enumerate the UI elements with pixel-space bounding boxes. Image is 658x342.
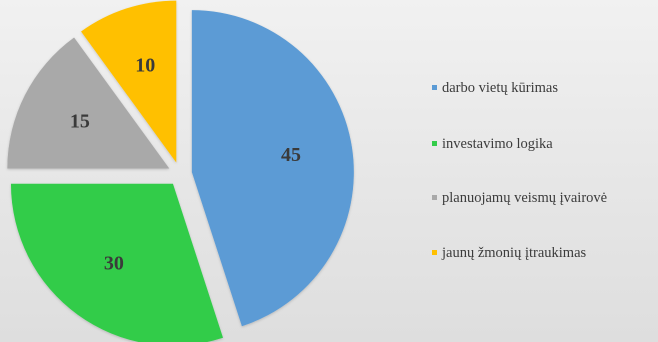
pie-slice-2 [7, 37, 170, 169]
legend-item-darbo-vietu-kurimas: darbo vietų kūrimas [432, 80, 558, 96]
legend-label: planuojamų veismų įvairovė [442, 190, 608, 206]
legend-swatch-blue [432, 85, 437, 90]
legend-label: jaunų žmonių įtraukimas [442, 245, 587, 261]
legend-item-jaunu-zmoniu-itraukimas: jaunų žmonių įtraukimas [432, 245, 586, 261]
pie-slices [7, 0, 354, 342]
legend-swatch-gray [432, 195, 437, 200]
legend-swatch-yellow [432, 250, 437, 255]
pie-slice-value-label: 30 [104, 253, 124, 275]
legend-swatch-green [432, 141, 437, 146]
pie-slice-0 [191, 10, 354, 327]
legend-item-planuojamu-veismu-ivairove: planuojamų veismų įvairovė [432, 190, 642, 206]
pie-slice-value-label: 45 [281, 144, 301, 166]
pie-data-labels: 45 30 15 10 [70, 55, 301, 275]
legend-label: darbo vietų kūrimas [442, 80, 558, 96]
pie-slice-value-label: 10 [135, 55, 155, 77]
pie-slice-value-label: 15 [70, 111, 90, 133]
pie-slice-3 [81, 0, 177, 163]
legend-label: investavimo logika [442, 136, 553, 152]
legend-item-investavimo-logika: investavimo logika [432, 136, 553, 152]
pie-slice-1 [10, 183, 224, 342]
